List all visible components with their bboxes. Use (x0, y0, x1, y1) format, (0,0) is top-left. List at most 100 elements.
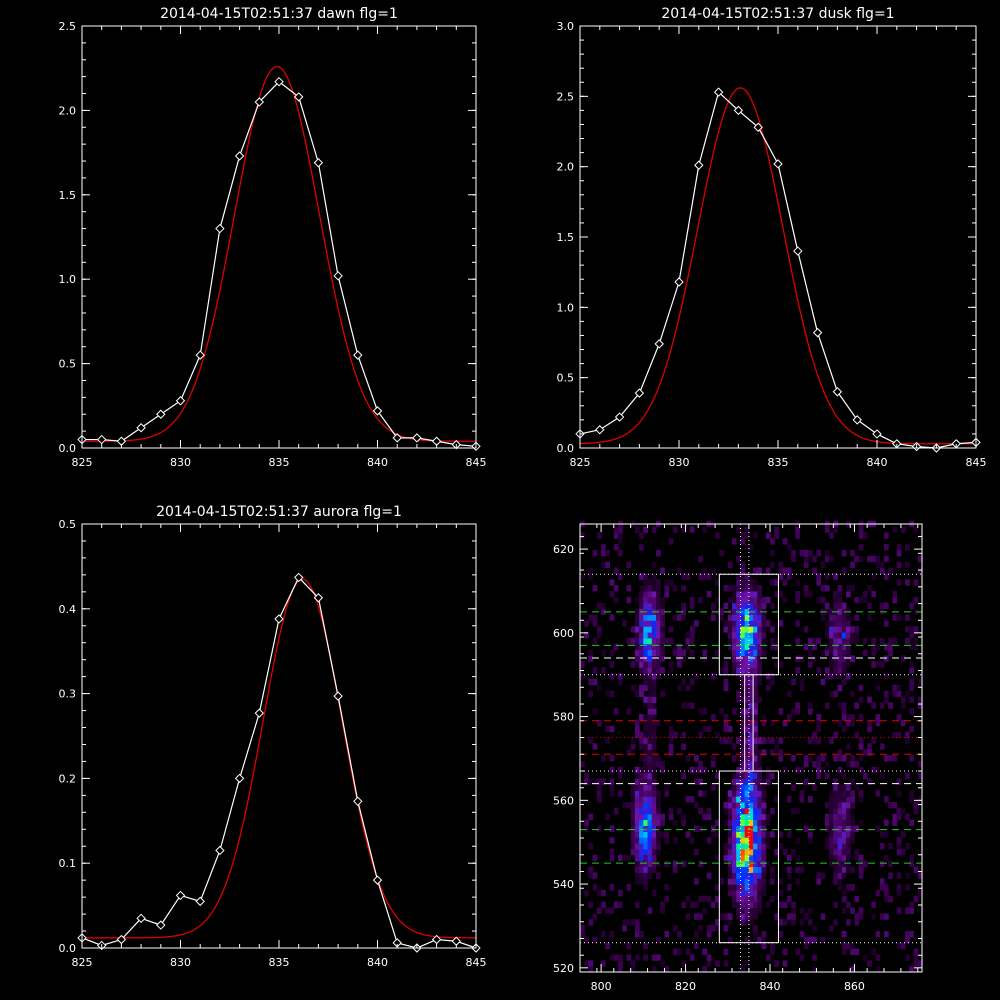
heatmap-cell (757, 755, 762, 762)
heatmap-cell (884, 913, 889, 920)
x-tick-label: 835 (269, 956, 290, 969)
heatmap-cell (867, 555, 872, 563)
heatmap-cell (664, 860, 670, 867)
heatmap-cell (740, 737, 746, 744)
heatmap-cell (740, 596, 746, 604)
heatmap-cell (736, 614, 741, 621)
heatmap-cell (841, 819, 847, 826)
heatmap-cell (647, 608, 653, 615)
heatmap-cell (580, 931, 585, 938)
heatmap-cell (846, 919, 851, 926)
heatmap-cell (757, 819, 762, 826)
heatmap-cell (782, 919, 788, 926)
heatmap-cell (808, 936, 813, 944)
heatmap-cell (685, 895, 691, 903)
heatmap-cell (917, 555, 923, 563)
heatmap-cell (884, 931, 889, 938)
heatmap-cell (601, 649, 606, 656)
heatmap-cell (778, 749, 784, 756)
heatmap-cell (588, 901, 594, 909)
heatmap-cell (744, 772, 750, 780)
fit-curve (82, 65, 476, 442)
heatmap-cell (584, 819, 589, 826)
heatmap-cell (584, 825, 589, 832)
heatmap-cell (618, 532, 623, 539)
heatmap-cell (723, 714, 729, 721)
heatmap-cell (803, 936, 809, 944)
heatmap-cell (744, 602, 750, 610)
heatmap-cell (639, 585, 644, 592)
heatmap-cell (588, 960, 594, 967)
heatmap-cell (736, 661, 741, 668)
heatmap-cell (850, 884, 855, 891)
heatmap-cell (753, 790, 758, 797)
heatmap-cell (740, 749, 746, 756)
heatmap-cell (609, 848, 615, 856)
heatmap-cell (651, 889, 657, 897)
heatmap-cell (824, 843, 830, 850)
heatmap-cell (715, 819, 720, 826)
heatmap-cell (854, 731, 860, 739)
heatmap-cell (677, 655, 682, 662)
heatmap-cell (732, 901, 737, 909)
heatmap-cell (892, 819, 898, 826)
heatmap-cell (647, 843, 653, 850)
heatmap-cell (757, 661, 762, 668)
data-point (234, 773, 245, 784)
heatmap-cell (905, 907, 910, 914)
heatmap-cell (846, 591, 851, 598)
heatmap-cell (643, 602, 648, 610)
heatmap-cell (841, 614, 847, 621)
heatmap-cell (596, 784, 602, 791)
heatmap-cell (715, 854, 720, 862)
heatmap-cell (732, 585, 737, 592)
heatmap-cell (744, 778, 750, 785)
data-point (852, 415, 862, 425)
heatmap-cell (858, 526, 864, 533)
heatmap-cell (753, 825, 758, 832)
heatmap-cell (896, 884, 902, 891)
heatmap-cell (727, 585, 733, 592)
heatmap-cell (647, 761, 653, 768)
heatmap-cell (651, 866, 657, 873)
heatmap-cell (723, 925, 729, 932)
heatmap-cell (651, 696, 657, 703)
heatmap-cell (639, 661, 644, 668)
heatmap-cell (879, 661, 885, 668)
heatmap-cell (786, 831, 792, 838)
heatmap-cell (605, 690, 610, 697)
heatmap-cell (694, 913, 699, 920)
heatmap-cell (622, 620, 627, 627)
heatmap-cell (698, 708, 703, 715)
heatmap-cell (710, 714, 716, 721)
heatmap-cell (875, 825, 881, 832)
heatmap-cell (812, 925, 817, 932)
heatmap-cell (651, 602, 657, 610)
heatmap-cell (613, 532, 619, 539)
heatmap-cell (829, 532, 834, 539)
data-point (392, 433, 402, 443)
heatmap-cell (841, 626, 847, 633)
heatmap-cell (634, 690, 640, 697)
heatmap-cell (913, 960, 919, 967)
heatmap-cell (791, 848, 796, 856)
heatmap-cell (748, 731, 754, 739)
data-point (431, 934, 442, 945)
heatmap-cell (799, 907, 805, 914)
heatmap-cell (626, 802, 632, 809)
heatmap-cell (588, 649, 594, 656)
heatmap-cell (824, 550, 830, 557)
heatmap-cell (786, 854, 792, 862)
heatmap-cell (909, 907, 914, 914)
heatmap-cell (748, 708, 754, 715)
heatmap-cell (829, 819, 834, 826)
heatmap-cell (862, 637, 868, 645)
heatmap-cell (808, 837, 813, 844)
heatmap-cell (896, 942, 902, 950)
heatmap-cell (660, 766, 665, 774)
heatmap-cell (833, 667, 838, 674)
heatmap-cell (753, 878, 758, 885)
heatmap-cell (651, 667, 657, 674)
heatmap-cell (634, 819, 640, 826)
heatmap-cell (681, 678, 686, 686)
